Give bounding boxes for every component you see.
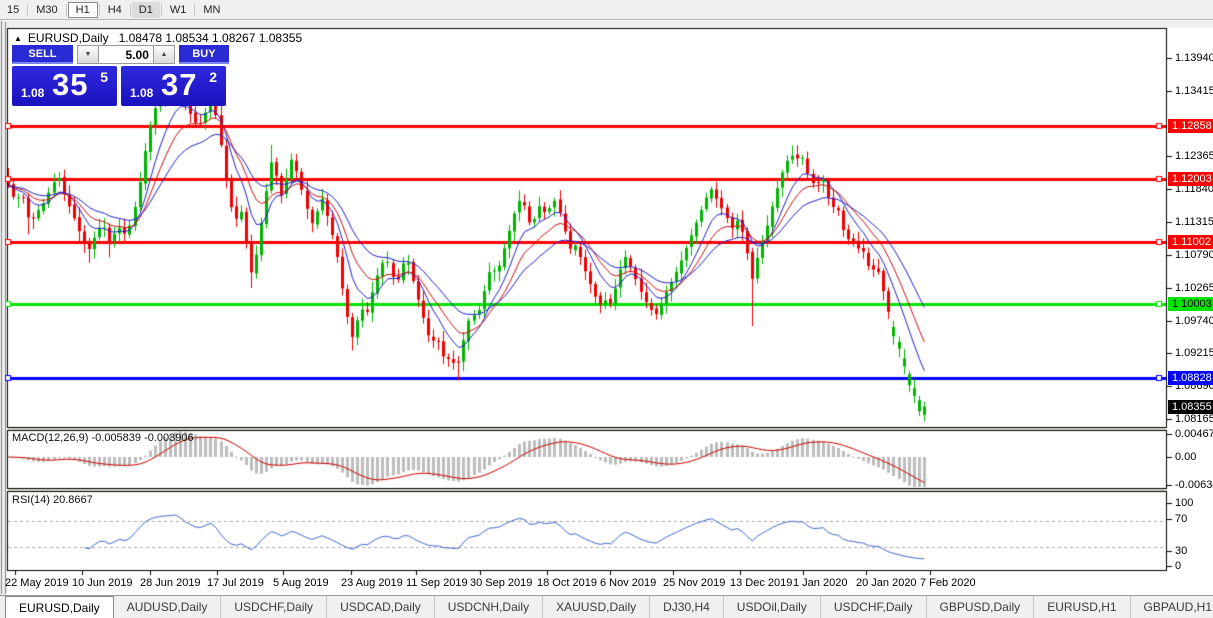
tab-eurusd-daily[interactable]: EURUSD,Daily bbox=[5, 596, 114, 618]
collapse-panel-icon[interactable]: ▲ bbox=[14, 34, 22, 43]
tab-usdchf-daily[interactable]: USDCHF,Daily bbox=[221, 596, 328, 618]
date-label: 1 Jan 2020 bbox=[793, 577, 848, 589]
tab-usdcnh-daily[interactable]: USDCNH,Daily bbox=[435, 596, 544, 618]
buy-button[interactable]: BUY bbox=[178, 45, 229, 64]
timeframe-d1-button[interactable]: D1 bbox=[131, 1, 160, 18]
macd-label: MACD(12,26,9) -0.005839 -0.003906 bbox=[12, 432, 194, 444]
price-tick-label: 1.11840 bbox=[1175, 183, 1213, 196]
date-label: 30 Sep 2019 bbox=[470, 577, 533, 589]
timeframe-m30-button[interactable]: M30 bbox=[36, 3, 58, 16]
toolbar-separator bbox=[194, 3, 196, 16]
chart-tab-bar: EURUSD,Daily AUDUSD,Daily USDCHF,Daily USDC… bbox=[0, 595, 1213, 618]
price-badge-112003: 1.12003 bbox=[1168, 172, 1213, 187]
chart-title: ▲ EURUSD,Daily 1.08478 1.08534 1.08267 1.0… bbox=[14, 31, 302, 45]
date-label: 13 Dec 2019 bbox=[730, 577, 793, 589]
date-label: 6 Nov 2019 bbox=[600, 577, 657, 589]
timeframe-h1-button[interactable]: H1 bbox=[67, 1, 98, 18]
date-label: 20 Jan 2020 bbox=[856, 577, 917, 589]
price-tick-label: 1.13940 bbox=[1175, 52, 1213, 64]
macd-tick-label: -0.00634 bbox=[1175, 479, 1213, 491]
price-tick-label: 1.10790 bbox=[1175, 248, 1213, 261]
toolbar-separator bbox=[160, 3, 162, 16]
sell-price-sup: 5 bbox=[100, 69, 108, 85]
tab-gbpaud-h1[interactable]: GBPAUD,H1 bbox=[1131, 596, 1213, 618]
rsi-tick-label: 100 bbox=[1175, 497, 1194, 509]
toolbar-separator bbox=[98, 3, 100, 16]
sell-button[interactable]: SELL bbox=[12, 45, 73, 64]
macd-tick-label: 0.004679 bbox=[1175, 428, 1213, 440]
tab-eurusd-h1[interactable]: EURUSD,H1 bbox=[1034, 596, 1131, 618]
macd-value-signal: -0.003906 bbox=[144, 432, 194, 444]
tab-usdcad-daily[interactable]: USDCAD,Daily bbox=[327, 596, 435, 618]
price-tick-label: 1.08165 bbox=[1175, 412, 1213, 425]
date-label: 25 Nov 2019 bbox=[663, 577, 726, 589]
rsi-tick-label: 30 bbox=[1175, 545, 1188, 557]
rsi-tick-label: 0 bbox=[1175, 560, 1182, 572]
rsi-name: RSI(14) bbox=[12, 494, 50, 506]
price-tick-label: 1.11315 bbox=[1175, 216, 1213, 229]
tab-gbpusd-daily[interactable]: GBPUSD,Daily bbox=[927, 596, 1035, 618]
date-label: 7 Feb 2020 bbox=[920, 577, 976, 589]
date-label: 23 Aug 2019 bbox=[341, 577, 403, 589]
tab-dj30-h4[interactable]: DJ30,H4 bbox=[650, 596, 724, 618]
volume-increase-icon[interactable]: ▲ bbox=[152, 45, 175, 64]
date-label: 5 Aug 2019 bbox=[273, 577, 329, 589]
rsi-label: RSI(14) 20.8667 bbox=[12, 494, 93, 506]
price-badge-111002: 1.11002 bbox=[1168, 234, 1213, 249]
buy-price-box[interactable]: 1.08 37 2 bbox=[121, 66, 226, 106]
price-badge-108355: 1.08355 bbox=[1168, 400, 1213, 415]
tab-audusd-daily[interactable]: AUDUSD,Daily bbox=[114, 596, 222, 618]
price-tick-label: 1.09740 bbox=[1175, 314, 1213, 327]
toolbar-separator bbox=[65, 3, 67, 16]
buy-price-big: 37 bbox=[161, 67, 198, 102]
timeframe-w1-button[interactable]: W1 bbox=[169, 3, 187, 16]
rsi-value: 20.8667 bbox=[52, 494, 93, 506]
macd-name: MACD(12,26,9) bbox=[12, 432, 89, 444]
timeframe-h4-button[interactable]: H4 bbox=[107, 3, 122, 16]
date-label: 28 Jun 2019 bbox=[140, 577, 201, 589]
macd-tick-label: 0.00 bbox=[1175, 451, 1197, 463]
date-label: 18 Oct 2019 bbox=[537, 577, 597, 589]
volume-stepper: ▼ ▲ bbox=[76, 45, 175, 64]
price-badge-108828: 1.08828 bbox=[1168, 370, 1213, 385]
date-label: 17 Jul 2019 bbox=[207, 577, 264, 589]
tab-usdchf-daily-2[interactable]: USDCHF,Daily bbox=[821, 596, 927, 618]
price-tick-label: 1.09215 bbox=[1175, 347, 1213, 360]
tab-usdoil-daily[interactable]: USDOil,Daily bbox=[724, 596, 821, 618]
toolbar-separator bbox=[27, 3, 29, 16]
sell-price-big: 35 bbox=[52, 67, 89, 102]
chart-symbol-label: EURUSD,Daily bbox=[27, 31, 109, 45]
buy-price-prefix: 1.08 bbox=[130, 86, 154, 100]
price-tick-label: 1.13415 bbox=[1175, 84, 1213, 97]
volume-input[interactable] bbox=[98, 45, 153, 64]
rsi-tick-label: 70 bbox=[1175, 513, 1188, 525]
sell-price-box[interactable]: 1.08 35 5 bbox=[12, 66, 117, 106]
date-label: 10 Jun 2019 bbox=[72, 577, 133, 589]
price-tick-label: 1.10265 bbox=[1175, 281, 1213, 294]
timeframe-15-button[interactable]: 15 bbox=[7, 3, 20, 16]
price-badge-112858: 1.12858 bbox=[1168, 118, 1213, 133]
price-badge-110003: 1.10003 bbox=[1168, 297, 1213, 312]
one-click-trade-panel: SELL ▼ ▲ BUY 1.08 35 5 1.08 37 2 bbox=[12, 45, 229, 106]
date-label: 11 Sep 2019 bbox=[406, 577, 468, 589]
tab-xauusd-daily[interactable]: XAUUSD,Daily bbox=[543, 596, 651, 618]
volume-decrease-icon[interactable]: ▼ bbox=[76, 45, 99, 64]
buy-price-sup: 2 bbox=[209, 69, 217, 85]
timeframe-mn-button[interactable]: MN bbox=[203, 3, 221, 16]
macd-value-main: -0.005839 bbox=[91, 432, 142, 444]
sell-price-prefix: 1.08 bbox=[21, 86, 45, 100]
timeframe-toolbar: 15 M30 H1 H4 D1 W1 MN bbox=[0, 0, 1213, 20]
chart-ohlc-values: 1.08478 1.08534 1.08267 1.08355 bbox=[118, 31, 303, 45]
date-label: 22 May 2019 bbox=[5, 577, 69, 589]
toolbar-separator bbox=[129, 3, 131, 16]
price-tick-label: 1.12365 bbox=[1175, 150, 1213, 163]
